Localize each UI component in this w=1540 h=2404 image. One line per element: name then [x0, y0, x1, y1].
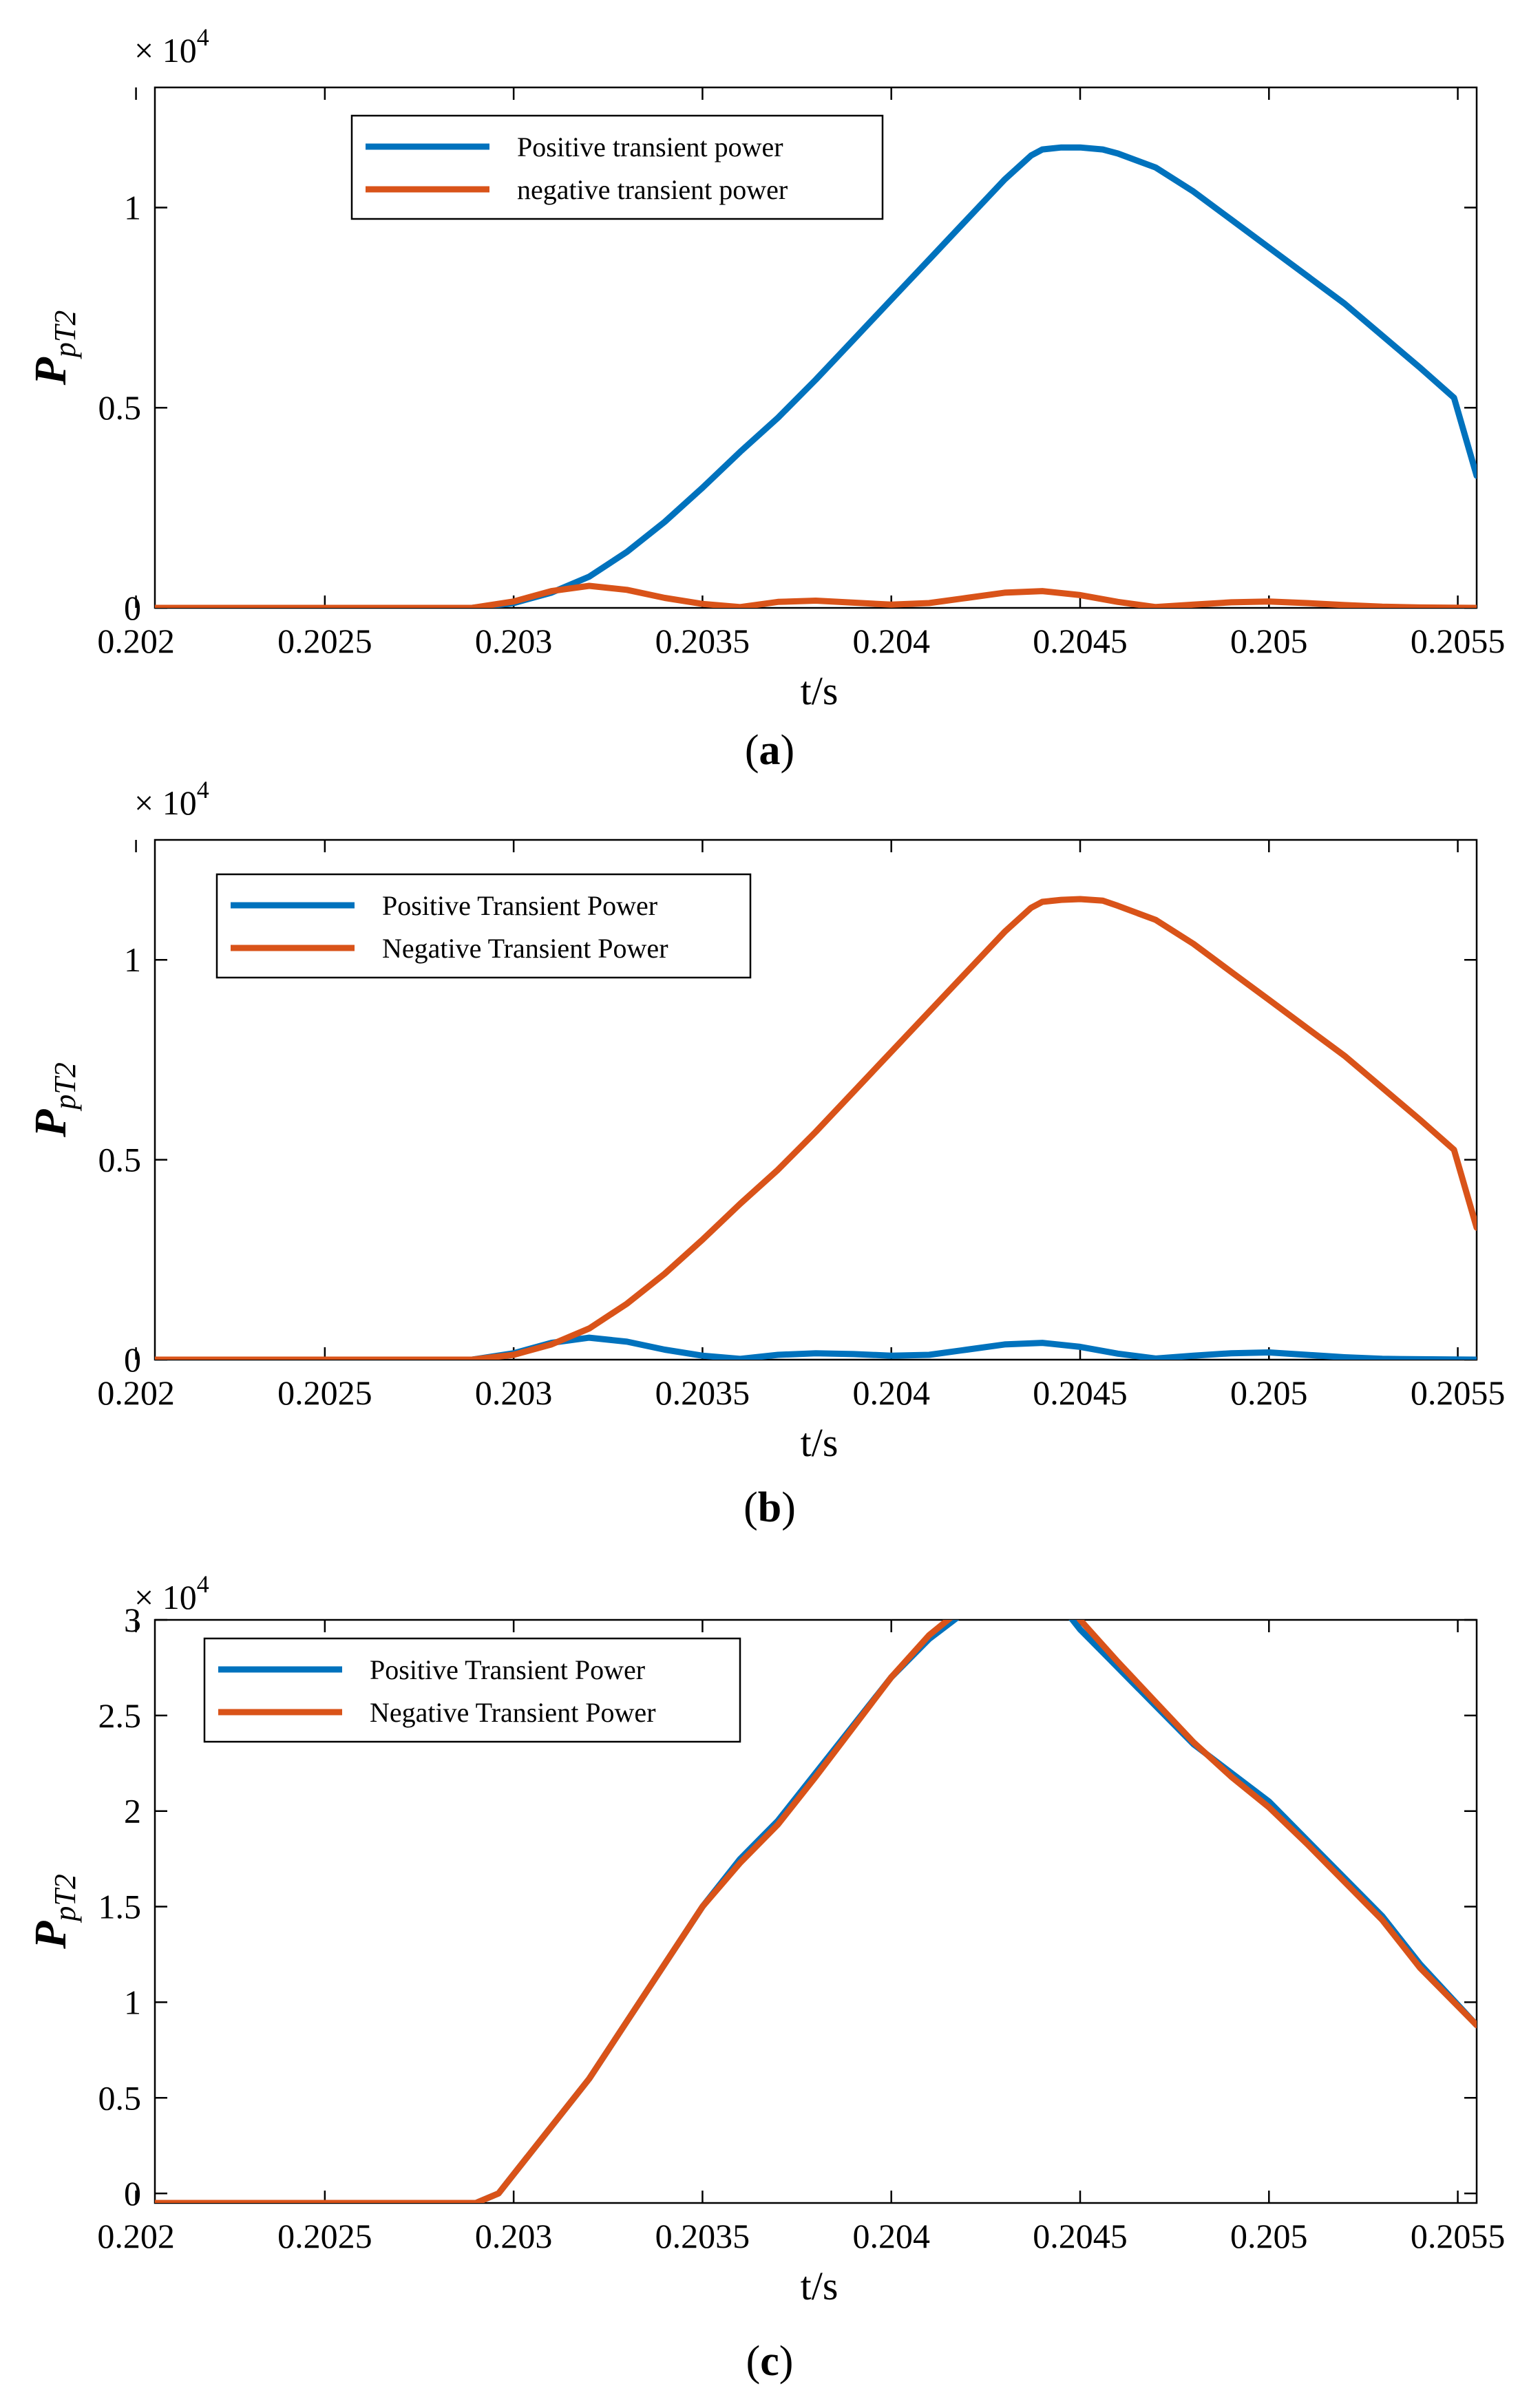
y-tick-label: 0.5 — [98, 388, 142, 427]
x-tick-label: 0.205 — [1230, 1373, 1308, 1412]
panel-caption: (c) — [746, 2338, 794, 2385]
y-multiplier: × 104 — [134, 776, 209, 822]
legend: Positive transient power negative transie… — [350, 114, 884, 220]
series-line-negative — [155, 1620, 1477, 2203]
y-multiplier: × 104 — [134, 1570, 209, 1616]
legend: Positive Transient Power Negative Transie… — [215, 873, 752, 979]
panel-caption-open: ( — [746, 2338, 761, 2385]
x-axis-label: t/s — [801, 2264, 838, 2308]
y-tick-label: 0.5 — [98, 1141, 142, 1179]
y-tick-label: 0 — [124, 1340, 141, 1379]
x-tick-label: 0.2045 — [1033, 622, 1128, 660]
legend-label: Positive Transient Power — [382, 890, 657, 921]
x-tick-label: 0.202 — [97, 1373, 175, 1412]
panel-caption-letter: c — [760, 2338, 779, 2385]
y-axis-label: PpT2 — [25, 310, 82, 386]
x-tick-label: 0.203 — [475, 1373, 553, 1412]
y-tick-label: 3 — [124, 1601, 141, 1639]
x-tick-label: 0.202 — [97, 2217, 175, 2255]
panel-caption: (b) — [743, 1484, 796, 1531]
panel-caption-close: ) — [779, 2338, 794, 2385]
x-tick-label: 0.204 — [852, 1373, 930, 1412]
x-axis-label: t/s — [801, 668, 838, 713]
x-tick-label: 0.202 — [97, 622, 175, 660]
series-line-negative — [155, 896, 1477, 1360]
y-axis-label-subscript: pT2 — [48, 310, 82, 359]
x-tick-label: 0.205 — [1230, 622, 1308, 660]
x-tick-label: 0.204 — [852, 622, 930, 660]
panel-caption: (a) — [745, 727, 794, 774]
panel-caption-close: ) — [781, 727, 795, 774]
x-tick-label: 0.204 — [852, 2217, 930, 2255]
series-line-positive — [155, 144, 1477, 608]
y-tick-label: 2.5 — [98, 1696, 142, 1735]
y-multiplier-base: × 10 — [134, 31, 197, 70]
legend-box — [350, 114, 884, 220]
x-tick-label: 0.2035 — [655, 2217, 750, 2255]
series-line-positive — [155, 1334, 1477, 1360]
legend-label: Negative Transient Power — [370, 1697, 656, 1728]
chart-panel-b: 0.202 0.2025 0.203 0.2035 0.204 0.2045 0.205 0.… — [25, 776, 1505, 1531]
x-tick-label: 0.2025 — [277, 622, 372, 660]
y-multiplier-exponent: 4 — [197, 776, 209, 803]
y-multiplier-exponent: 4 — [197, 23, 209, 51]
panel-caption-letter: b — [758, 1484, 781, 1531]
legend-label: Positive transient power — [517, 131, 783, 162]
y-axis-label-main: P — [25, 357, 76, 386]
x-tick-label: 0.2055 — [1411, 2217, 1506, 2255]
x-tick-label: 0.2025 — [277, 2217, 372, 2255]
y-tick-label: 1 — [124, 1983, 141, 2021]
x-tick-label: 0.203 — [475, 2217, 553, 2255]
x-tick-label: 0.2045 — [1033, 2217, 1128, 2255]
chart-panel-c: 0.202 0.2025 0.203 0.2035 0.204 0.2045 0.205 0.… — [25, 1570, 1506, 2385]
y-axis-label-main: P — [25, 1109, 76, 1138]
x-tick-label: 0.2035 — [655, 622, 750, 660]
x-tick-label: 0.203 — [475, 622, 553, 660]
legend-label: Positive Transient Power — [370, 1654, 645, 1685]
y-tick-label: 0 — [124, 2174, 141, 2213]
y-axis-label-subscript: pT2 — [48, 1062, 82, 1111]
x-tick-label: 0.2045 — [1033, 1373, 1128, 1412]
y-tick-label: 1 — [124, 940, 141, 979]
legend-label: Negative Transient Power — [382, 933, 668, 964]
y-multiplier-base: × 10 — [134, 1578, 197, 1616]
panel-caption-letter: a — [759, 727, 781, 774]
chart-panel-a: 0.202 0.2025 0.203 0.2035 0.204 0.2045 0.205 0.… — [25, 23, 1505, 774]
y-tick-label: 1.5 — [98, 1888, 142, 1926]
y-axis-label-main: P — [25, 1921, 76, 1950]
panel-caption-open: ( — [743, 1484, 758, 1531]
legend-box — [203, 1637, 741, 1743]
y-axis-label: PpT2 — [25, 1874, 82, 1950]
x-tick-label: 0.2055 — [1411, 1373, 1506, 1412]
legend: Positive Transient Power Negative Transie… — [203, 1637, 741, 1743]
panel-caption-close: ) — [781, 1484, 796, 1531]
x-axis-label: t/s — [801, 1420, 838, 1465]
series-line-negative — [155, 582, 1477, 608]
y-multiplier: × 104 — [134, 23, 209, 70]
x-tick-label: 0.205 — [1230, 2217, 1308, 2255]
y-tick-label: 0.5 — [98, 2078, 142, 2117]
y-tick-label: 2 — [124, 1792, 141, 1831]
y-multiplier-exponent: 4 — [197, 1570, 209, 1598]
y-axis-label: PpT2 — [25, 1062, 82, 1138]
x-tick-label: 0.2025 — [277, 1373, 372, 1412]
legend-label: negative transient power — [517, 174, 788, 205]
y-tick-label: 0 — [124, 589, 141, 627]
legend-box — [215, 873, 752, 979]
y-multiplier-base: × 10 — [134, 783, 197, 822]
y-tick-label: 1 — [124, 188, 141, 226]
x-tick-label: 0.2035 — [655, 1373, 750, 1412]
x-tick-label: 0.2055 — [1411, 622, 1506, 660]
panel-caption-open: ( — [745, 727, 759, 774]
y-axis-label-subscript: pT2 — [48, 1874, 82, 1923]
